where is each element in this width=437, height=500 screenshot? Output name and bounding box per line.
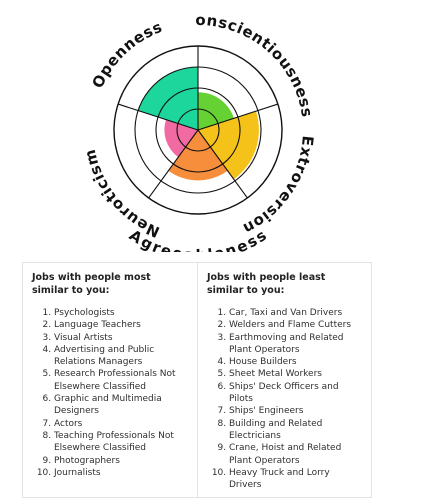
sector-conscientiousness [198, 92, 234, 130]
sector-neuroticism [164, 119, 198, 158]
axis-label-openness: Openness [88, 18, 164, 91]
list-item: Advertising and Public Relations Manager… [54, 344, 189, 369]
list-item: Welders and Flame Cutters [229, 319, 363, 331]
jobs-comparison-panel: Jobs with people most similar to you: Ps… [22, 262, 372, 498]
list-item: Heavy Truck and Lorry Drivers [229, 467, 363, 492]
radar-spoke [197, 103, 279, 131]
radar-axis-labels: Openness Conscientiousness Extroversion … [0, 0, 316, 252]
list-item: Teaching Professionals Not Elsewhere Cla… [54, 430, 189, 455]
personality-radar-chart: Openness Conscientiousness Extroversion … [0, 0, 316, 252]
least-similar-jobs-column: Jobs with people least similar to you: C… [197, 263, 371, 497]
radar-spokes [117, 46, 279, 199]
list-item: Crane, Hoist and Related Plant Operators [229, 442, 363, 467]
sector-agreeableness [168, 130, 228, 181]
list-item: Sheet Metal Workers [229, 368, 363, 380]
list-item: Actors [54, 418, 189, 430]
most-similar-jobs-column: Jobs with people most similar to you: Ps… [23, 263, 197, 497]
most-similar-jobs-list: Psychologists Language Teachers Visual A… [32, 307, 189, 479]
list-item: Visual Artists [54, 332, 189, 344]
list-item: Car, Taxi and Van Drivers [229, 307, 363, 319]
list-item: Journalists [54, 467, 189, 479]
list-item: Ships' Engineers [229, 405, 363, 417]
radar-spoke [117, 103, 199, 131]
list-item: Psychologists [54, 307, 189, 319]
list-item: Building and Related Electricians [229, 418, 363, 443]
sector-openness [138, 67, 198, 130]
list-item: Ships' Deck Officers and Pilots [229, 381, 363, 406]
list-item: House Builders [229, 356, 363, 368]
radar-sectors [138, 67, 259, 181]
radar-svg: Openness Conscientiousness Extroversion … [0, 0, 316, 252]
radar-spoke [148, 129, 199, 199]
list-item: Language Teachers [54, 319, 189, 331]
least-similar-jobs-title: Jobs with people least similar to you: [207, 272, 326, 296]
list-item: Research Professionals Not Elsewhere Cla… [54, 368, 189, 393]
list-item: Photographers [54, 455, 189, 467]
most-similar-jobs-title: Jobs with people most similar to you: [32, 272, 151, 296]
least-similar-jobs-list: Car, Taxi and Van Drivers Welders and Fl… [207, 307, 363, 491]
axis-label-neuroticism: Neuroticism [81, 147, 163, 241]
list-item: Graphic and Multimedia Designers [54, 393, 189, 418]
radar-spoke [197, 129, 248, 199]
list-item: Earthmoving and Related Plant Operators [229, 332, 363, 357]
sector-extroversion [198, 111, 259, 180]
